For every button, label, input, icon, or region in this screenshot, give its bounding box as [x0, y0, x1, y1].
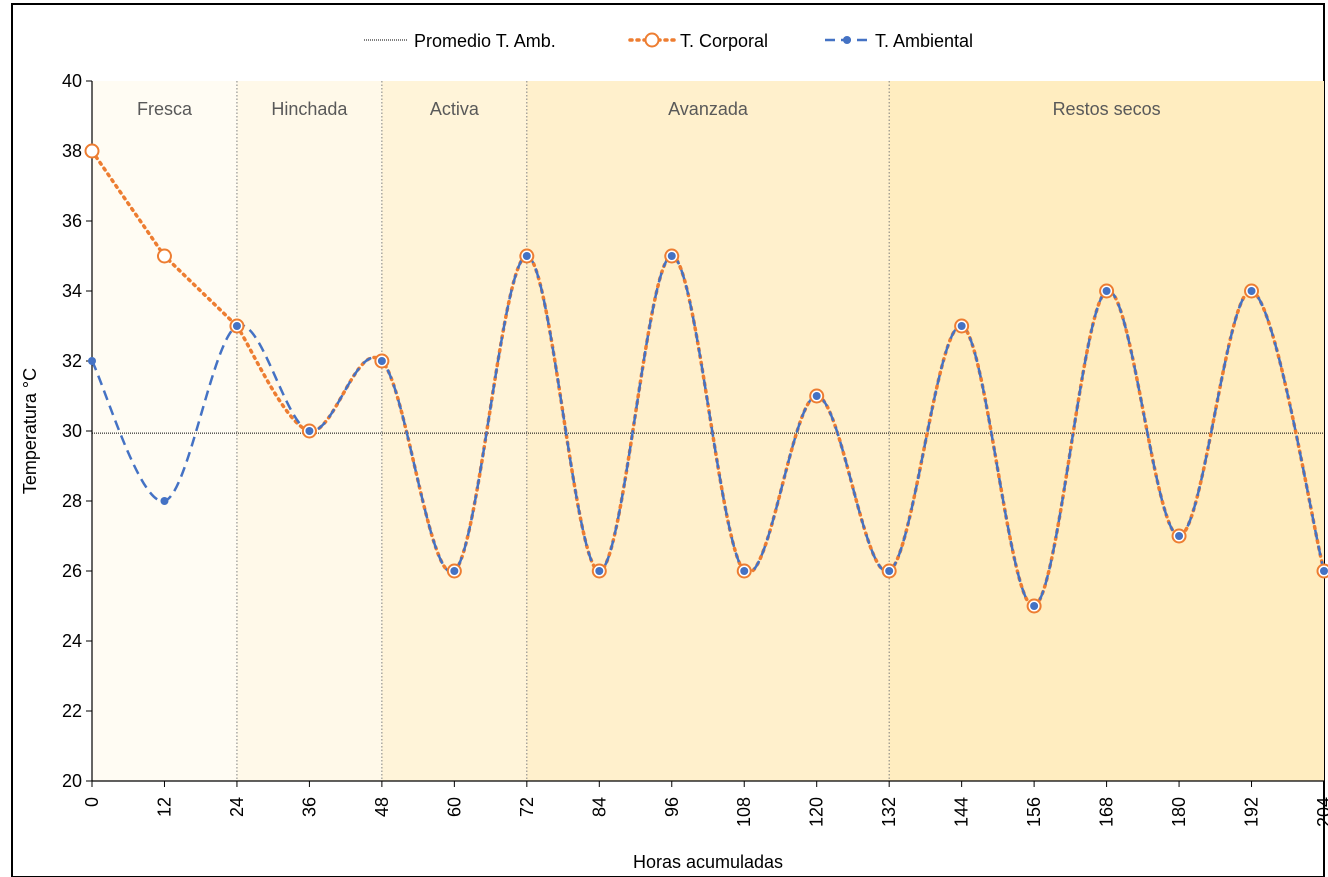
y-tick-label: 38: [62, 141, 82, 161]
x-tick-label: 156: [1024, 797, 1044, 827]
ambiental-point: [740, 567, 749, 575]
x-tick-label: 168: [1097, 797, 1117, 827]
x-tick-label: 180: [1169, 797, 1189, 827]
ambiental-point: [305, 427, 314, 435]
y-axis-label: Temperatura °C: [20, 368, 40, 494]
legend: Promedio T. Amb. T. Corporal T. Ambiental: [364, 31, 973, 51]
corporal-point: [156, 248, 172, 264]
ambiental-point: [450, 567, 459, 575]
x-tick-label: 132: [879, 797, 899, 827]
x-axis-label: Horas acumuladas: [633, 852, 783, 872]
stage-band: [92, 81, 237, 781]
stage-label: Hinchada: [271, 99, 348, 119]
ambiental-point: [957, 322, 966, 330]
legend-average-label: Promedio T. Amb.: [414, 31, 556, 51]
stage-label: Restos secos: [1053, 99, 1161, 119]
y-tick-label: 20: [62, 771, 82, 791]
ambiental-point: [522, 252, 531, 260]
ambiental-point: [595, 567, 604, 575]
ambiental-point: [160, 497, 169, 505]
y-tick-label: 28: [62, 491, 82, 511]
stage-label: Activa: [430, 99, 480, 119]
ambiental-point: [1030, 602, 1039, 610]
stage-band: [526, 81, 890, 781]
x-tick-label: 204: [1314, 797, 1328, 827]
x-tick-label: 108: [734, 797, 754, 827]
corporal-point: [84, 143, 100, 159]
ambiental-point: [88, 357, 96, 365]
ambiental-point: [232, 322, 241, 330]
x-tick-label: 60: [444, 797, 464, 817]
ambiental-point: [812, 392, 821, 400]
y-tick-label: 24: [62, 631, 82, 651]
ambiental-point: [377, 357, 386, 365]
stage-bands: Fresca Hinchada Activa Avanzada Restos secos: [92, 81, 1324, 781]
series-group: [84, 143, 1328, 614]
legend-ambiental-label: T. Ambiental: [875, 31, 973, 51]
ambiental-point: [667, 252, 676, 260]
y-tick-label: 32: [62, 351, 82, 371]
x-tick-label: 192: [1242, 797, 1262, 827]
ambiental-point: [1247, 287, 1256, 295]
ambiental-point: [1102, 287, 1111, 295]
x-tick-label: 84: [589, 797, 609, 817]
y-tick-label: 30: [62, 421, 82, 441]
x-tick-label: 72: [517, 797, 537, 817]
ambiental-point: [1175, 532, 1184, 540]
x-tick-label: 24: [227, 797, 247, 817]
legend-ambiental-marker: [843, 36, 851, 44]
series-line-ambiental: [90, 254, 1326, 608]
legend-corporal-label: T. Corporal: [680, 31, 768, 51]
y-tick-label: 22: [62, 701, 82, 721]
x-tick-label: 120: [807, 797, 827, 827]
stage-band: [381, 81, 527, 781]
x-tick-label: 96: [662, 797, 682, 817]
ambiental-point: [885, 567, 894, 575]
x-tick-label: 48: [372, 797, 392, 817]
x-tick-label: 144: [952, 797, 972, 827]
x-tick-label: 0: [82, 797, 102, 807]
stage-label: Fresca: [137, 99, 193, 119]
stage-band: [889, 81, 1324, 781]
legend-corporal-marker: [644, 32, 660, 48]
axes: 20 22 24 26 28 30 32 34 36 38 40 0 12 24 36 48 60 72 84 96 1…: [62, 71, 1328, 827]
ambiental-point: [1320, 567, 1328, 575]
y-tick-label: 40: [62, 71, 82, 91]
x-tick-label: 36: [299, 797, 319, 817]
stage-label: Avanzada: [668, 99, 749, 119]
y-tick-label: 26: [62, 561, 82, 581]
y-tick-label: 36: [62, 211, 82, 231]
y-tick-label: 34: [62, 281, 82, 301]
x-tick-label: 12: [154, 797, 174, 817]
